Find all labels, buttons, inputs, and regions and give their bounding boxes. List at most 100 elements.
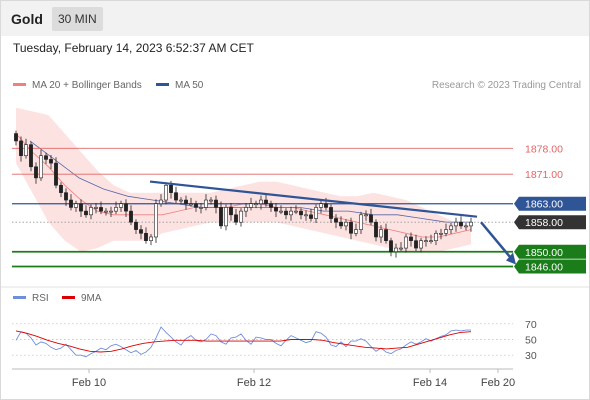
- candle: [429, 234, 433, 244]
- candle: [139, 225, 143, 240]
- candle-body: [404, 236, 408, 249]
- candle-body: [424, 240, 428, 242]
- candle-body: [14, 133, 18, 142]
- x-tick-label: Feb 10: [72, 377, 106, 389]
- rsi-ma-line: [15, 330, 472, 353]
- legend-9ma: 9MA: [62, 293, 102, 304]
- candle-body: [279, 210, 283, 213]
- candle: [144, 227, 148, 244]
- candle-body: [264, 199, 268, 205]
- candle-body: [344, 221, 348, 227]
- candle: [299, 208, 303, 220]
- candle: [134, 219, 138, 235]
- candle: [49, 154, 53, 170]
- candle-body: [39, 155, 43, 179]
- candle-body: [44, 155, 48, 160]
- candle-body: [129, 210, 133, 223]
- candle-body: [124, 203, 128, 212]
- candle: [404, 234, 408, 253]
- candle: [364, 210, 368, 221]
- candle: [344, 219, 348, 231]
- price-label: 1846.00: [525, 262, 563, 274]
- candle: [74, 200, 78, 212]
- legend-rsi: RSI: [13, 293, 49, 304]
- candle: [259, 195, 263, 210]
- candle-body: [249, 203, 253, 208]
- resistance-trendline: [149, 180, 478, 218]
- candle-body: [199, 207, 203, 209]
- candle: [94, 202, 98, 214]
- candle-body: [24, 144, 28, 157]
- candle-body: [294, 210, 298, 213]
- candle: [399, 242, 403, 252]
- projection-arrow-shaft: [480, 221, 514, 262]
- timeframe-badge[interactable]: 30 MIN: [52, 7, 103, 31]
- candle-body: [469, 221, 473, 227]
- candle: [419, 237, 423, 253]
- candle: [109, 206, 113, 218]
- candle-body: [229, 207, 233, 216]
- candle-body: [234, 214, 238, 223]
- candle: [219, 201, 223, 229]
- rsi-line: [15, 326, 471, 358]
- candle: [424, 236, 428, 247]
- candle: [314, 204, 318, 223]
- price-label-support: 1850.00: [514, 244, 586, 259]
- legend-swatch-ma50: [156, 82, 169, 86]
- candle-body: [364, 214, 368, 217]
- candle: [379, 225, 383, 243]
- candle-body: [119, 203, 123, 208]
- candle: [389, 237, 393, 257]
- candle-body: [434, 232, 438, 241]
- candle: [279, 205, 283, 215]
- candle: [444, 223, 448, 237]
- symbol-title: Gold: [11, 11, 43, 27]
- candle-body: [409, 236, 413, 241]
- candle: [24, 138, 28, 159]
- candle: [359, 211, 363, 235]
- candle-body: [319, 203, 323, 208]
- candle: [329, 204, 333, 223]
- candle: [159, 194, 163, 207]
- candle-body: [49, 159, 53, 164]
- candle-body: [149, 236, 153, 241]
- candle: [154, 199, 158, 243]
- candle-body: [314, 207, 318, 219]
- candle-body: [194, 203, 198, 208]
- candle-body: [309, 214, 313, 219]
- candle: [254, 200, 258, 209]
- candle-body: [359, 214, 363, 230]
- candle-body: [239, 210, 243, 223]
- candle-body: [104, 210, 108, 213]
- candle-body: [254, 203, 258, 206]
- candle-body: [144, 232, 148, 241]
- candle-body: [374, 221, 378, 238]
- candle-body: [419, 240, 423, 249]
- candle-body: [444, 229, 448, 234]
- candle: [214, 195, 218, 214]
- candle-body: [284, 210, 288, 216]
- legend-label-ma20: MA 20 + Bollinger Bands: [32, 80, 142, 91]
- candle-body: [464, 225, 468, 228]
- candle: [124, 199, 128, 218]
- candle-body: [134, 221, 138, 230]
- candle: [309, 208, 313, 222]
- candle-body: [64, 192, 68, 201]
- candle-body: [454, 221, 458, 227]
- candle: [464, 222, 468, 231]
- copyright-text: Research © 2023 Trading Central: [431, 80, 581, 91]
- candle: [249, 197, 253, 211]
- candle: [129, 205, 133, 226]
- candle-body: [169, 184, 173, 193]
- candle: [264, 194, 268, 207]
- candle-body: [159, 199, 163, 205]
- candle-body: [189, 203, 193, 206]
- top-bar: Gold 30 MIN: [1, 1, 589, 36]
- candle-body: [449, 225, 453, 230]
- candle-body: [164, 184, 168, 201]
- candle-body: [59, 184, 63, 193]
- candle-body: [154, 203, 158, 238]
- candle: [39, 149, 43, 181]
- candle-body: [384, 229, 388, 241]
